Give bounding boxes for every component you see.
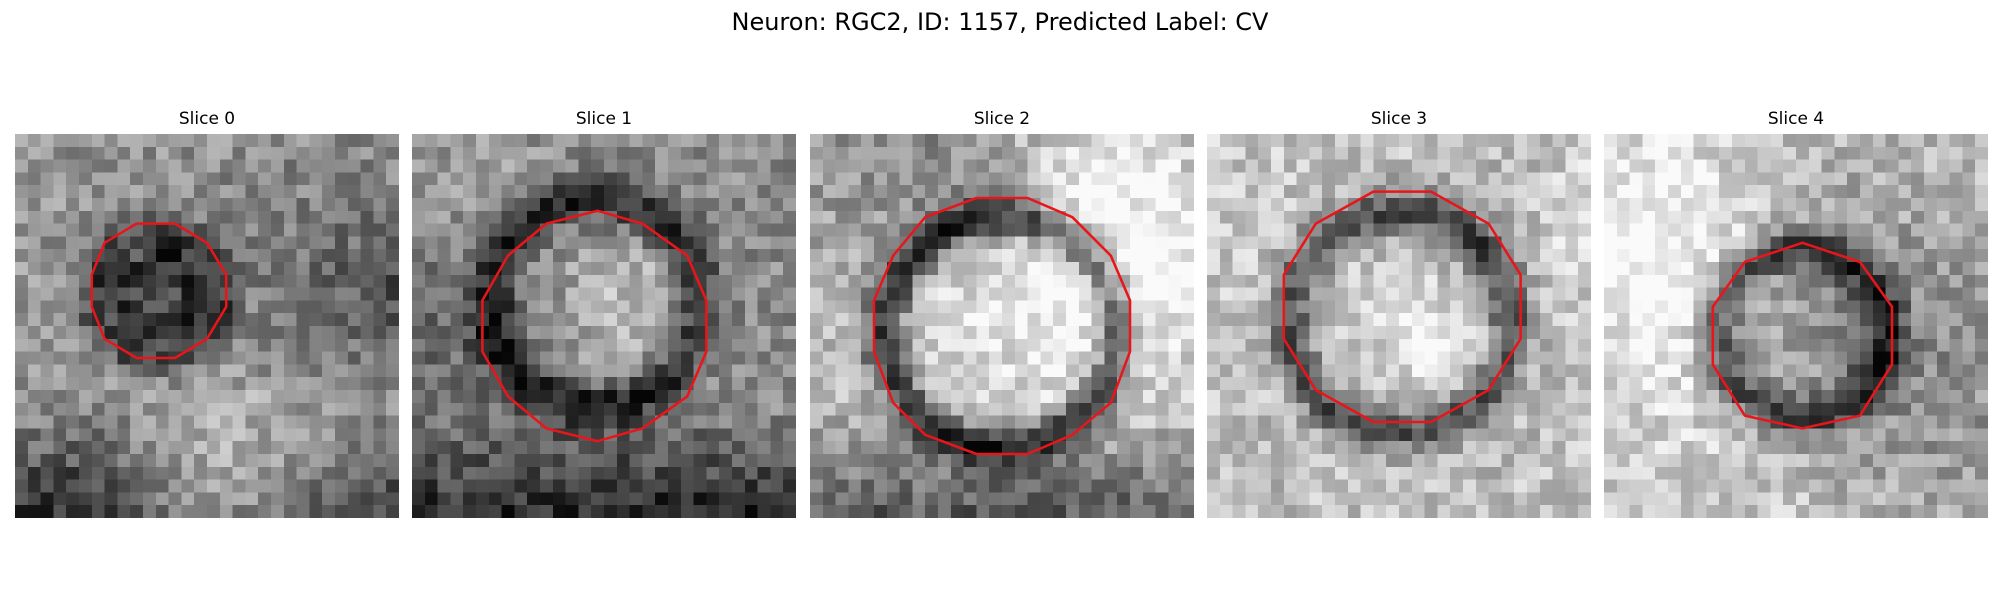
grayscale-micrograph [15,134,399,518]
grayscale-micrograph [810,134,1194,518]
segmentation-contour [1282,190,1522,424]
segmentation-contour [90,222,228,360]
segmentation-contour [872,196,1132,456]
slice-image [15,134,399,518]
grayscale-micrograph [1207,134,1591,518]
slice-image [412,134,796,518]
slice-title: Slice 4 [1767,109,1825,129]
slice-image [1604,134,1988,518]
slice-panel: Slice 4 [1604,108,1988,518]
slice-panel: Slice 2 [810,108,1194,518]
grayscale-micrograph [412,134,796,518]
slice-title: Slice 3 [1370,109,1428,129]
slice-panel: Slice 1 [412,108,796,518]
slice-title: Slice 1 [575,109,633,129]
grayscale-micrograph [1604,134,1988,518]
slice-title: Slice 0 [178,109,236,129]
segmentation-contour [481,209,708,443]
segmentation-contour [1711,241,1894,430]
slice-panel: Slice 3 [1207,108,1591,518]
slice-image [1207,134,1591,518]
slice-image [810,134,1194,518]
figure-title: Neuron: RGC2, ID: 1157, Predicted Label:… [731,8,1269,36]
slice-panel: Slice 0 [15,108,399,518]
slice-title: Slice 2 [973,109,1031,129]
